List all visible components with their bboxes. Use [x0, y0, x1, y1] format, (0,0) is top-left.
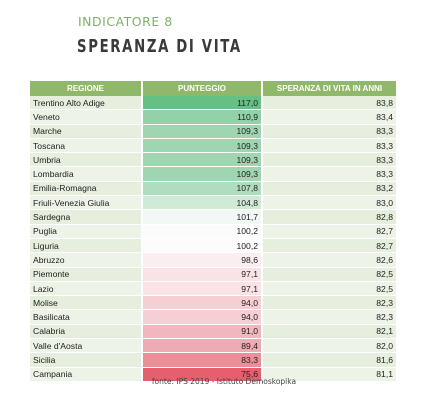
table-row: Abruzzo 98,6 82,6: [30, 252, 396, 268]
region-cell: Marche: [30, 124, 142, 139]
region-cell: Trentino Alto Adige: [30, 96, 142, 111]
life-expectancy-cell: 82,3: [262, 309, 396, 325]
source-note: fonte: IPS 2019 - Istituto Demoskopika: [151, 377, 297, 386]
table-row: Marche 109,3 83,3: [30, 124, 396, 139]
region-cell: Sardegna: [30, 209, 142, 225]
table-row: Lazio 97,1 82,5: [30, 281, 396, 297]
column-header-score: PUNTEGGIO: [142, 81, 263, 96]
life-expectancy-cell: 81,6: [262, 352, 396, 368]
table-header-row: REGIONE PUNTEGGIO SPERANZA DI VITA IN AN…: [30, 81, 396, 96]
life-expectancy-cell: 82,6: [262, 252, 396, 268]
life-expectancy-cell: 83,8: [262, 96, 396, 111]
region-cell: Friuli-Venezia Giulia: [30, 195, 142, 211]
score-cell: 109,3: [141, 166, 263, 182]
region-cell: Valle d'Aosta: [30, 338, 142, 354]
region-cell: Lombardia: [30, 166, 142, 182]
table-row: Calabria 91,0 82,1: [30, 324, 396, 340]
region-cell: Piemonte: [30, 267, 142, 282]
score-cell: 101,7: [141, 209, 263, 225]
page-title: SPERANZA DI VITA: [77, 36, 242, 57]
life-expectancy-cell: 82,8: [262, 209, 396, 225]
table-row: Trentino Alto Adige 117,0 83,8: [30, 96, 396, 111]
life-expectancy-cell: 83,3: [262, 138, 396, 154]
score-cell: 109,3: [141, 124, 263, 139]
table-row: Emilia-Romagna 107,8 83,2: [30, 181, 396, 197]
score-cell: 94,0: [141, 295, 263, 311]
region-cell: Basilicata: [30, 309, 142, 325]
region-cell: Veneto: [30, 109, 142, 125]
life-expectancy-cell: 82,1: [262, 324, 396, 340]
table-row: Valle d'Aosta 89,4 82,0: [30, 338, 396, 354]
table-row: Liguria 100,2 82,7: [30, 238, 396, 254]
score-cell: 109,3: [141, 138, 263, 154]
score-cell: 107,8: [141, 181, 263, 197]
score-cell: 75,6: [141, 367, 263, 382]
table-row: Puglia 100,2 82,7: [30, 224, 396, 239]
score-cell: 98,6: [141, 252, 263, 268]
table-row: Molise 94,0 82,3: [30, 295, 396, 311]
region-cell: Campania: [30, 367, 142, 382]
table-row: Basilicata 94,0 82,3: [30, 309, 396, 325]
life-expectancy-cell: 82,0: [262, 338, 396, 354]
region-cell: Abruzzo: [30, 252, 142, 268]
life-expectancy-cell: 82,7: [262, 238, 396, 254]
score-cell: 100,2: [141, 224, 263, 239]
life-expectancy-cell: 82,3: [262, 295, 396, 311]
table-row: Friuli-Venezia Giulia 104,8 83,0: [30, 195, 396, 211]
region-cell: Sicilia: [30, 352, 142, 368]
column-header-life-expectancy: SPERANZA DI VITA IN ANNI: [262, 81, 396, 96]
table-row: Campania 75,6 81,1: [30, 367, 396, 382]
score-cell: 97,1: [141, 267, 263, 282]
life-expectancy-cell: 83,4: [262, 109, 396, 125]
score-cell: 104,8: [141, 195, 263, 211]
life-expectancy-cell: 83,3: [262, 152, 396, 168]
score-cell: 83,3: [141, 352, 263, 368]
score-cell: 89,4: [141, 338, 263, 354]
score-cell: 97,1: [141, 281, 263, 297]
score-cell: 117,0: [141, 96, 263, 111]
life-expectancy-cell: 83,3: [262, 166, 396, 182]
region-cell: Lazio: [30, 281, 142, 297]
region-cell: Molise: [30, 295, 142, 311]
indicator-label: INDICATORE 8: [78, 14, 173, 29]
region-cell: Umbria: [30, 152, 142, 168]
life-expectancy-cell: 83,3: [262, 124, 396, 139]
region-cell: Puglia: [30, 224, 142, 239]
table-row: Piemonte 97,1 82,5: [30, 267, 396, 282]
score-cell: 109,3: [141, 152, 263, 168]
life-expectancy-cell: 82,5: [262, 281, 396, 297]
table-row: Toscana 109,3 83,3: [30, 138, 396, 154]
life-expectancy-cell: 82,5: [262, 267, 396, 282]
region-cell: Toscana: [30, 138, 142, 154]
score-cell: 110,9: [141, 109, 263, 125]
table-row: Umbria 109,3 83,3: [30, 152, 396, 168]
life-expectancy-cell: 83,0: [262, 195, 396, 211]
table-row: Sardegna 101,7 82,8: [30, 209, 396, 225]
region-cell: Liguria: [30, 238, 142, 254]
life-expectancy-cell: 81,1: [262, 367, 396, 382]
life-expectancy-cell: 83,2: [262, 181, 396, 197]
life-expectancy-cell: 82,7: [262, 224, 396, 239]
score-cell: 91,0: [141, 324, 263, 340]
score-cell: 94,0: [141, 309, 263, 325]
score-cell: 100,2: [141, 238, 263, 254]
region-cell: Calabria: [30, 324, 142, 340]
life-expectancy-table: REGIONE PUNTEGGIO SPERANZA DI VITA IN AN…: [30, 81, 396, 382]
column-header-region: REGIONE: [30, 81, 143, 96]
table-row: Lombardia 109,3 83,3: [30, 166, 396, 182]
table-row: Veneto 110,9 83,4: [30, 109, 396, 125]
table-row: Sicilia 83,3 81,6: [30, 352, 396, 368]
region-cell: Emilia-Romagna: [30, 181, 142, 197]
